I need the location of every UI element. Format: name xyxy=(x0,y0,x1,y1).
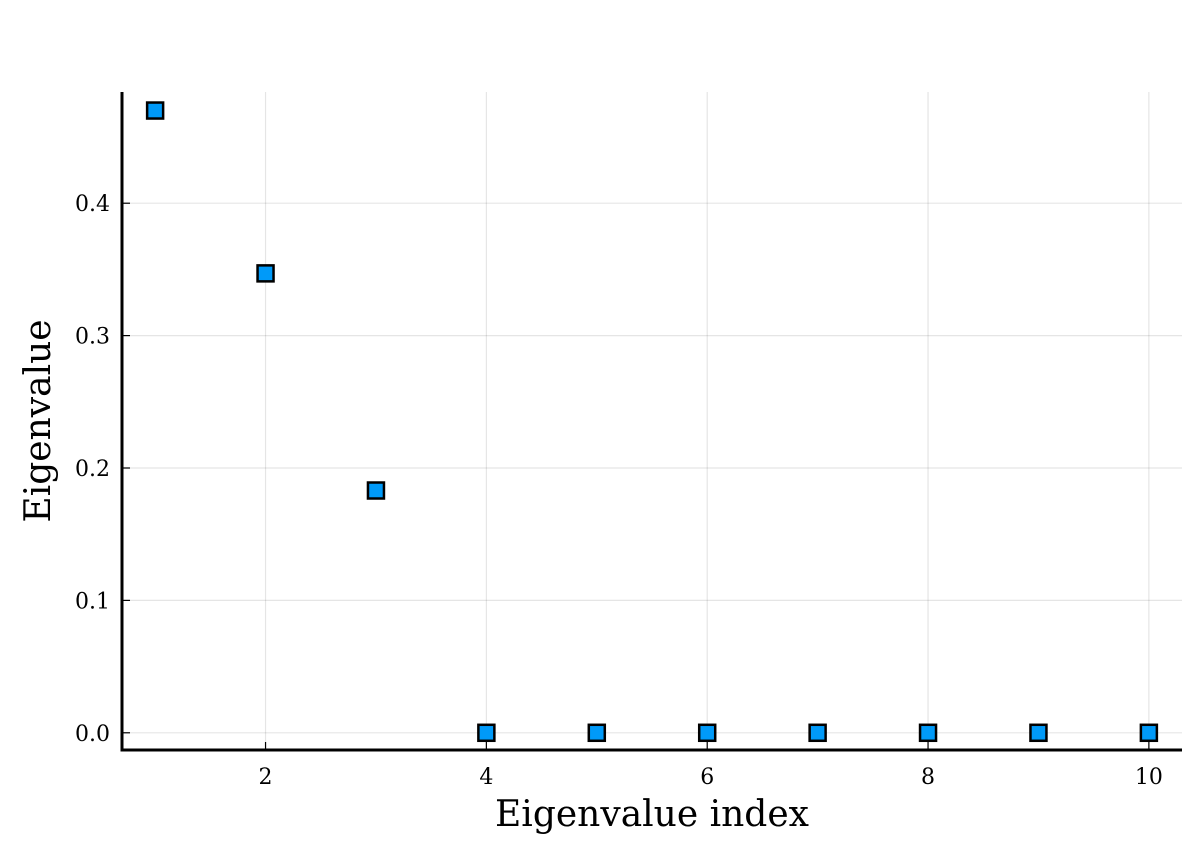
data-point xyxy=(1029,723,1048,743)
tick-labels: 2 4 6 8 10 0.0 0.1 0.2 0.3 0.4 xyxy=(75,192,1163,790)
y-tick-label: 0.0 xyxy=(75,722,110,747)
axes xyxy=(120,92,1182,752)
data-point xyxy=(697,723,717,743)
y-axis-label: Eigenvalue xyxy=(18,319,59,522)
x-tick-label: 2 xyxy=(259,765,273,790)
y-tick-label: 0.2 xyxy=(75,457,110,482)
x-tick-label: 8 xyxy=(921,765,935,790)
data-point xyxy=(256,264,275,283)
data-point xyxy=(477,723,496,743)
y-tick-label: 0.1 xyxy=(75,589,110,614)
y-tick-label: 0.4 xyxy=(75,192,110,217)
data-point xyxy=(1139,723,1159,743)
data-point xyxy=(918,723,938,743)
data-point xyxy=(808,723,827,743)
data-point xyxy=(366,481,386,500)
grid xyxy=(122,92,1182,750)
x-tick-label: 4 xyxy=(479,765,493,790)
x-tick-label: 10 xyxy=(1135,765,1163,790)
data-point xyxy=(587,723,607,743)
data-point xyxy=(145,101,165,120)
x-axis-label: Eigenvalue index xyxy=(495,794,809,835)
x-tick-label: 6 xyxy=(700,765,714,790)
y-tick-label: 0.3 xyxy=(75,325,110,350)
data-points xyxy=(145,101,1159,743)
